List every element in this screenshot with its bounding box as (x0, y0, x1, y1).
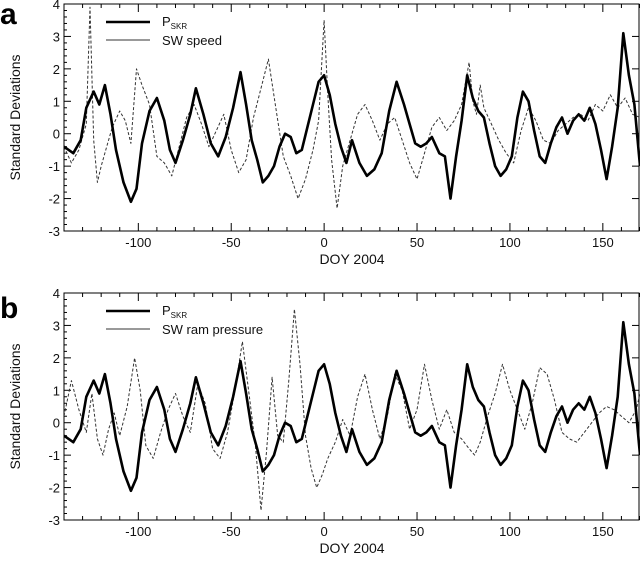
legend-label-subscript: SKR (171, 311, 188, 320)
y-tick-label: 3 (53, 318, 60, 333)
y-tick-label: 4 (53, 286, 60, 301)
panel-a: -3 -2 -1 0 1 2 3 4 -100 -50 0 50 100 150 DOY 2004 Stand… (7, 0, 640, 267)
y-tick-label: 0 (53, 127, 60, 142)
x-tick-label: -100 (125, 524, 151, 539)
y-axis-label: Standard Deviations (7, 343, 23, 469)
x-tick-label: -100 (125, 235, 151, 250)
x-tick-label: 50 (410, 235, 424, 250)
panel-b: -3 -2 -1 0 1 2 3 4 -100 -50 0 50 100 150 DOY 2004 Stand… (7, 286, 640, 556)
x-tick-label: 150 (592, 524, 614, 539)
legend-label-main: P (162, 14, 171, 29)
y-tick-label: -1 (48, 159, 60, 174)
series-line-0 (64, 320, 640, 493)
legend-label-1: SW speed (162, 33, 222, 48)
y-tick-label: -2 (48, 481, 60, 496)
x-tick-label: 150 (592, 235, 614, 250)
y-tick-label: -3 (48, 224, 60, 239)
x-tick-label: 0 (321, 235, 328, 250)
y-tick-label: -2 (48, 192, 60, 207)
y-tick-label: 1 (53, 383, 60, 398)
y-tick-label: 0 (53, 416, 60, 431)
plot-frame (63, 3, 640, 232)
series-line-1 (64, 6, 640, 209)
x-tick-label: 100 (499, 235, 521, 250)
legend-label-0: PSKR (162, 303, 187, 320)
legend-label-subscript: SKR (171, 22, 188, 31)
x-tick-label: -50 (222, 524, 241, 539)
series-line-0 (64, 31, 640, 204)
legend-label-main: P (162, 303, 171, 318)
legend-label-0: PSKR (162, 14, 187, 31)
x-axis-label: DOY 2004 (319, 540, 384, 556)
y-tick-label: -1 (48, 448, 60, 463)
y-tick-label: 1 (53, 94, 60, 109)
x-tick-label: -50 (222, 235, 241, 250)
legend-label-1: SW ram pressure (162, 322, 263, 337)
y-tick-label: -3 (48, 513, 60, 528)
panel-label-b: b (0, 292, 19, 325)
series-line-1 (64, 308, 640, 511)
y-axis-label: Standard Deviations (7, 54, 23, 180)
x-axis-label: DOY 2004 (319, 251, 384, 267)
y-tick-label: 2 (53, 351, 60, 366)
x-tick-label: 100 (499, 524, 521, 539)
plot-frame (63, 292, 640, 521)
y-tick-label: 4 (53, 0, 60, 12)
x-tick-label: 0 (321, 524, 328, 539)
y-tick-label: 3 (53, 29, 60, 44)
y-tick-label: 2 (53, 62, 60, 77)
panel-label-a: a (0, 0, 17, 31)
x-tick-label: 50 (410, 524, 424, 539)
